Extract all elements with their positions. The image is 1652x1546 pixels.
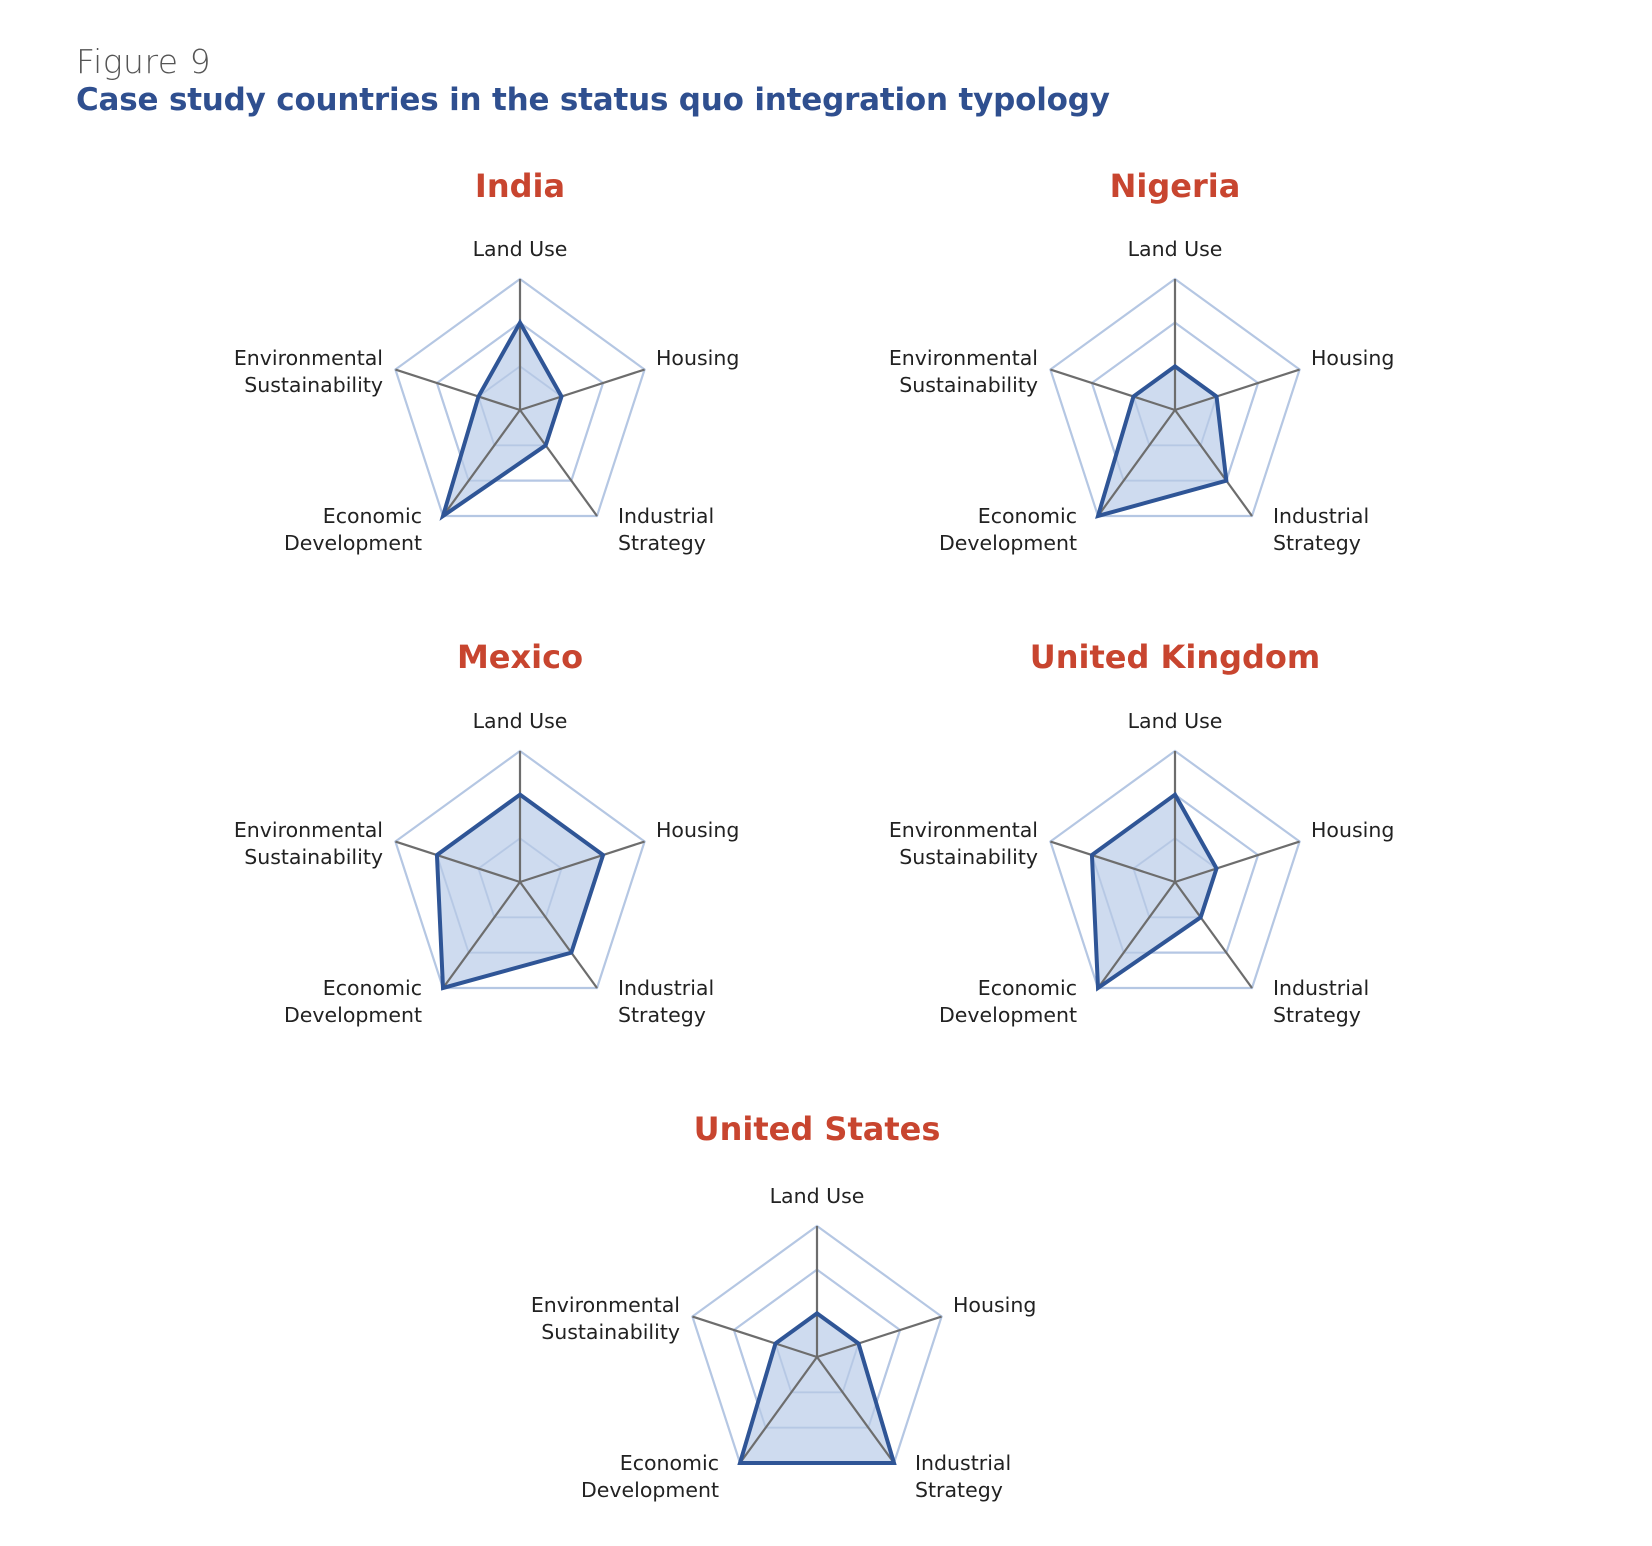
axis-label: Land Use xyxy=(473,237,568,261)
axis-label: Housing xyxy=(953,1293,1036,1317)
chart-title: Nigeria xyxy=(1110,167,1241,205)
axis-label: Environmental Sustainability xyxy=(531,1293,680,1344)
grid-ring xyxy=(1049,277,1301,518)
chart-title: United States xyxy=(694,1110,941,1148)
grid-ring-overlay xyxy=(1132,837,1218,919)
radar-chart: India Land Use Housing Industrial Strategy Ec… xyxy=(234,167,740,555)
grid-ring-overlay xyxy=(477,837,563,919)
axis-spoke xyxy=(1050,368,1176,412)
axis-label: Land Use xyxy=(770,1184,865,1208)
radar-chart: Nigeria Land Use Housing Industrial Strategy… xyxy=(889,167,1395,555)
axis-spoke xyxy=(519,840,645,884)
axis-label: Land Use xyxy=(1128,237,1223,261)
axis-spoke xyxy=(816,1356,895,1464)
axis-label: Environmental Sustainability xyxy=(889,818,1038,869)
radar-chart: United States Land Use Housing Industrial St… xyxy=(531,1110,1037,1502)
axis-spoke xyxy=(519,368,645,412)
axis-label: Industrial Strategy xyxy=(915,1451,1011,1502)
axis-label: Economic Development xyxy=(284,504,422,555)
chart-title: Mexico xyxy=(457,638,583,676)
axis-spoke xyxy=(816,1315,942,1359)
figure-label: Figure 9 xyxy=(76,42,212,81)
axis-label: Environmental Sustainability xyxy=(234,818,383,869)
series-area xyxy=(443,322,562,516)
axis-label: Housing xyxy=(1311,346,1394,370)
series-line xyxy=(434,792,606,991)
axis-label: Industrial Strategy xyxy=(618,976,714,1027)
axis-spoke xyxy=(739,1356,818,1464)
axis-label: Land Use xyxy=(1128,709,1223,733)
axis-spoke xyxy=(1174,368,1300,412)
axis-spoke xyxy=(1174,881,1253,989)
grid-ring-overlay xyxy=(733,1268,901,1429)
radar-chart: Mexico Land Use Housing Industrial Strategy E… xyxy=(234,638,740,1027)
axis-spoke xyxy=(442,881,521,989)
axis-label: Industrial Strategy xyxy=(1273,976,1369,1027)
grid-ring-overlay xyxy=(436,321,604,482)
axis-label: Economic Development xyxy=(939,976,1077,1027)
axis-spoke xyxy=(395,368,521,412)
series-line xyxy=(1089,791,1219,992)
series-line xyxy=(439,318,564,521)
radar-chart: United Kingdom Land Use Housing Industrial S… xyxy=(889,638,1395,1027)
grid-ring xyxy=(394,749,646,990)
series-area xyxy=(1091,794,1217,988)
axis-spoke xyxy=(1174,409,1253,517)
axis-label: Economic Development xyxy=(284,976,422,1027)
grid-ring xyxy=(1049,749,1301,990)
chart-title: United Kingdom xyxy=(1030,638,1320,676)
axis-label: Economic Development xyxy=(581,1451,719,1502)
axis-spoke xyxy=(1097,409,1176,517)
axis-spoke xyxy=(519,881,598,989)
axis-spoke xyxy=(1174,840,1300,884)
axis-label: Environmental Sustainability xyxy=(889,346,1038,397)
series-line xyxy=(1095,363,1229,519)
grid-ring xyxy=(394,277,646,518)
axis-label: Industrial Strategy xyxy=(1273,504,1369,555)
axis-spoke xyxy=(1050,840,1176,884)
axis-label: Housing xyxy=(656,818,739,842)
axis-label: Housing xyxy=(1311,818,1394,842)
axis-label: Land Use xyxy=(473,709,568,733)
axis-spoke xyxy=(519,409,598,517)
axis-label: Economic Development xyxy=(939,504,1077,555)
series-line xyxy=(737,1310,897,1465)
axis-spoke xyxy=(395,840,521,884)
axis-spoke xyxy=(692,1315,818,1359)
axis-spoke xyxy=(1097,881,1176,989)
chart-title: India xyxy=(475,167,565,205)
figure-title: Case study countries in the status quo i… xyxy=(76,82,1110,118)
axis-spoke xyxy=(442,409,521,517)
axis-label: Industrial Strategy xyxy=(618,504,714,555)
grid-ring-overlay xyxy=(1091,321,1259,482)
axis-label: Environmental Sustainability xyxy=(234,346,383,397)
grid-ring-overlay xyxy=(477,365,563,447)
axis-label: Housing xyxy=(656,346,739,370)
